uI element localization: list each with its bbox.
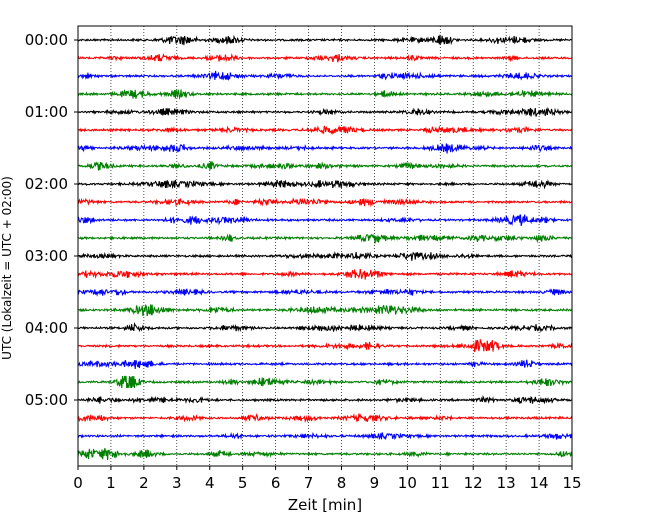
y-tick-label: 01:00 — [25, 103, 68, 121]
trace-line — [77, 287, 573, 297]
y-tick-label: 05:00 — [25, 391, 68, 409]
trace-line — [77, 214, 573, 227]
trace-line — [77, 106, 573, 117]
trace-line — [77, 161, 573, 171]
x-tick-label: 13 — [497, 474, 516, 492]
trace-line — [77, 124, 573, 135]
trace-line — [77, 431, 573, 441]
x-tick-label: 11 — [431, 474, 450, 492]
trace-line — [77, 413, 573, 423]
trace-line — [77, 251, 573, 261]
plot-frame — [77, 25, 573, 467]
x-tick-label: 7 — [304, 474, 314, 492]
x-tick-label: 3 — [172, 474, 182, 492]
x-tick-label: 12 — [464, 474, 483, 492]
x-tick-label: 10 — [398, 474, 417, 492]
y-tick-label: 02:00 — [25, 175, 68, 193]
trace-line — [77, 52, 573, 63]
x-tick-label: 1 — [106, 474, 116, 492]
trace-line — [77, 233, 573, 244]
x-axis-ticks: 0 1 2 3 4 5 6 7 8 9 10 11 12 13 14 15 — [73, 466, 582, 492]
x-tick-label: 6 — [271, 474, 281, 492]
trace-line — [77, 70, 573, 81]
x-tick-label: 5 — [238, 474, 248, 492]
y-tick-label: 03:00 — [25, 247, 68, 265]
x-tick-label: 8 — [337, 474, 347, 492]
trace-line — [77, 321, 573, 333]
seismic-traces — [77, 34, 573, 461]
x-tick-label: 14 — [530, 474, 549, 492]
x-tick-label: 2 — [139, 474, 149, 492]
trace-line — [77, 338, 573, 353]
trace-line — [77, 143, 573, 154]
trace-line — [77, 197, 573, 208]
x-tick-label: 9 — [370, 474, 380, 492]
x-tick-label: 4 — [205, 474, 215, 492]
trace-line — [77, 269, 573, 280]
trace-line — [77, 89, 573, 101]
x-tick-label: 0 — [73, 474, 83, 492]
y-axis-label: UTC (Lokalzeit = UTC + 02:00) — [0, 176, 14, 360]
trace-line — [77, 394, 573, 405]
y-tick-label: 00:00 — [25, 31, 68, 49]
trace-line — [77, 303, 573, 317]
trace-line — [77, 179, 573, 190]
y-tick-label: 04:00 — [25, 319, 68, 337]
x-tick-label: 15 — [562, 474, 581, 492]
x-grid-lines — [110, 26, 540, 466]
y-axis-ticks: 00:00 01:00 02:00 03:00 04:00 05:00 — [25, 31, 78, 409]
trace-line — [77, 375, 573, 389]
x-axis-label: Zeit [min] — [288, 496, 362, 514]
trace-line — [77, 34, 573, 46]
trace-line — [77, 448, 573, 461]
trace-line — [77, 359, 573, 369]
